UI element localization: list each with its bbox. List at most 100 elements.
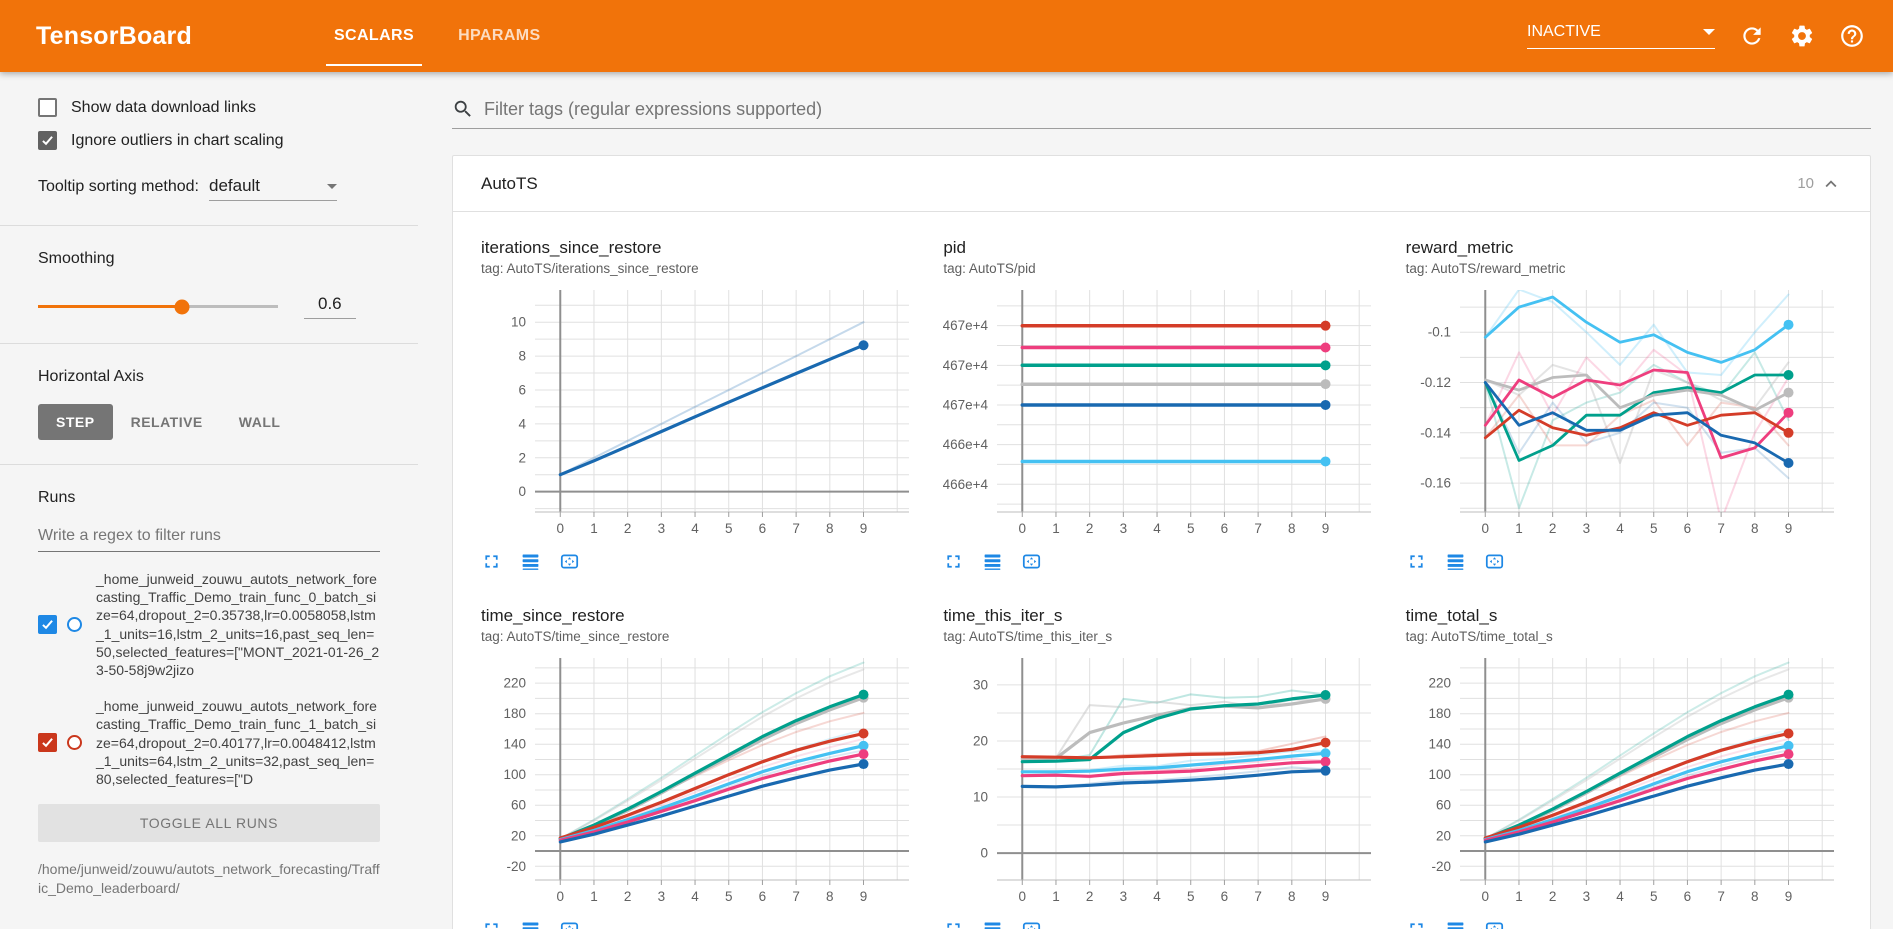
svg-text:9: 9 — [860, 889, 868, 904]
chart-title: time_total_s — [1405, 606, 1498, 625]
help-icon[interactable] — [1839, 23, 1865, 49]
svg-text:4: 4 — [691, 521, 699, 536]
svg-text:2.466e+4: 2.466e+4 — [943, 477, 988, 492]
chart-toolbar — [1406, 551, 1842, 572]
svg-text:6: 6 — [759, 521, 767, 536]
svg-text:20: 20 — [973, 733, 988, 748]
svg-text:2.467e+4: 2.467e+4 — [943, 397, 988, 412]
svg-text:180: 180 — [503, 706, 526, 721]
runs-filter-input[interactable] — [38, 521, 380, 552]
axis-step-button[interactable]: STEP — [38, 404, 113, 440]
svg-text:140: 140 — [1428, 737, 1451, 752]
divider — [0, 464, 418, 465]
chart-title: iterations_since_restore — [481, 238, 662, 257]
chevron-down-icon — [1703, 29, 1715, 35]
chart-title: time_since_restore — [481, 606, 625, 625]
data-table-icon[interactable] — [520, 919, 541, 929]
svg-text:2.467e+4: 2.467e+4 — [943, 358, 988, 373]
chart-toolbar — [1406, 919, 1842, 929]
fit-domain-icon[interactable] — [1021, 551, 1042, 572]
smoothing-slider[interactable] — [38, 299, 278, 314]
ignore-outliers-checkbox[interactable]: Ignore outliers in chart scaling — [38, 131, 380, 150]
chart-card: time_since_restore tag: AutoTS/time_sinc… — [481, 606, 917, 929]
tab-scalars[interactable]: SCALARS — [312, 0, 436, 72]
tooltip-sorting-select[interactable]: default — [208, 176, 337, 201]
svg-text:0: 0 — [1019, 889, 1027, 904]
refresh-icon[interactable] — [1739, 23, 1765, 49]
fit-domain-icon[interactable] — [559, 551, 580, 572]
data-table-icon[interactable] — [1445, 551, 1466, 572]
svg-text:5: 5 — [725, 889, 733, 904]
svg-text:30: 30 — [973, 677, 988, 692]
app-header: TensorBoard SCALARS HPARAMS INACTIVE — [0, 0, 1893, 72]
svg-text:60: 60 — [511, 798, 526, 813]
svg-text:10: 10 — [511, 315, 526, 330]
smoothing-value-input[interactable]: 0.6 — [304, 294, 356, 319]
line-chart[interactable]: 0 1 2 3 4 5 6 7 8 9 -20 20 60 100 140 180 220 — [1406, 652, 1842, 915]
svg-text:6: 6 — [1683, 521, 1691, 536]
svg-text:8: 8 — [1751, 889, 1759, 904]
svg-text:9: 9 — [1784, 521, 1792, 536]
tab-hparams[interactable]: HPARAMS — [458, 27, 541, 44]
settings-icon[interactable] — [1789, 23, 1815, 49]
chart-title: time_this_iter_s — [943, 606, 1063, 625]
tag-filter-bar — [452, 98, 1871, 129]
svg-text:5: 5 — [725, 521, 733, 536]
autots-card-header[interactable]: AutoTS 10 — [453, 156, 1870, 212]
line-chart[interactable]: 0 1 2 3 4 5 6 7 8 9 0 10 20 30 — [943, 652, 1379, 915]
run-solo-radio[interactable] — [67, 735, 82, 751]
fullscreen-icon[interactable] — [481, 919, 502, 929]
chart-card: pid tag: AutoTS/pid 0 1 2 3 4 5 6 7 8 9 2.467e+4 2.… — [932, 238, 1379, 572]
fit-domain-icon[interactable] — [1484, 551, 1505, 572]
svg-text:-20: -20 — [506, 859, 526, 874]
line-chart[interactable]: 0 1 2 3 4 5 6 7 8 9 -20 20 60 100 140 180 220 — [481, 652, 917, 915]
chevron-up-icon[interactable] — [1820, 173, 1842, 195]
svg-text:8: 8 — [826, 521, 834, 536]
svg-text:2: 2 — [1086, 521, 1094, 536]
svg-text:100: 100 — [1428, 767, 1451, 782]
line-chart[interactable]: 0 1 2 3 4 5 6 7 8 9 -0.1 -0.12 -0.14 -0.16 — [1406, 284, 1842, 547]
fullscreen-icon[interactable] — [943, 551, 964, 572]
fullscreen-icon[interactable] — [1406, 551, 1427, 572]
svg-text:8: 8 — [1751, 521, 1759, 536]
fit-domain-icon[interactable] — [1484, 919, 1505, 929]
header-tabs: SCALARS HPARAMS — [312, 0, 563, 72]
svg-text:7: 7 — [792, 521, 800, 536]
data-table-icon[interactable] — [520, 551, 541, 572]
svg-text:8: 8 — [826, 889, 834, 904]
divider — [0, 225, 418, 226]
svg-text:-0.12: -0.12 — [1420, 375, 1451, 390]
line-chart[interactable]: 0 1 2 3 4 5 6 7 8 9 0 2 4 6 8 10 — [481, 284, 917, 547]
svg-text:4: 4 — [518, 416, 526, 431]
svg-text:1: 1 — [590, 889, 598, 904]
chart-toolbar — [481, 919, 917, 929]
data-table-icon[interactable] — [982, 551, 1003, 572]
svg-text:2: 2 — [1086, 889, 1094, 904]
svg-text:1: 1 — [1053, 889, 1061, 904]
svg-text:5: 5 — [1187, 521, 1195, 536]
fullscreen-icon[interactable] — [481, 551, 502, 572]
reload-status-dropdown[interactable]: INACTIVE — [1527, 23, 1715, 49]
axis-wall-button[interactable]: WALL — [238, 414, 281, 430]
line-chart[interactable]: 0 1 2 3 4 5 6 7 8 9 2.467e+4 2.467e+4 2.467e+4 2.466e… — [932, 284, 1379, 547]
svg-text:-0.16: -0.16 — [1420, 476, 1451, 491]
tag-filter-input[interactable] — [484, 98, 1871, 120]
toggle-all-runs-button[interactable]: TOGGLE ALL RUNS — [38, 804, 380, 843]
fullscreen-icon[interactable] — [1406, 919, 1427, 929]
data-table-icon[interactable] — [1445, 919, 1466, 929]
show-data-download-links-checkbox[interactable]: Show data download links — [38, 98, 380, 117]
data-table-icon[interactable] — [982, 919, 1003, 929]
fit-domain-icon[interactable] — [559, 919, 580, 929]
svg-text:2: 2 — [1549, 521, 1557, 536]
axis-relative-button[interactable]: RELATIVE — [130, 414, 203, 430]
fullscreen-icon[interactable] — [943, 919, 964, 929]
chart-tag: tag: AutoTS/time_total_s — [1405, 629, 1553, 644]
slider-fill — [38, 305, 182, 308]
slider-thumb[interactable] — [174, 299, 190, 314]
run-solo-radio[interactable] — [67, 617, 82, 633]
svg-text:4: 4 — [691, 889, 699, 904]
fit-domain-icon[interactable] — [1021, 919, 1042, 929]
run-checkbox[interactable] — [38, 733, 57, 753]
svg-text:60: 60 — [1436, 798, 1451, 813]
run-checkbox[interactable] — [38, 615, 57, 635]
